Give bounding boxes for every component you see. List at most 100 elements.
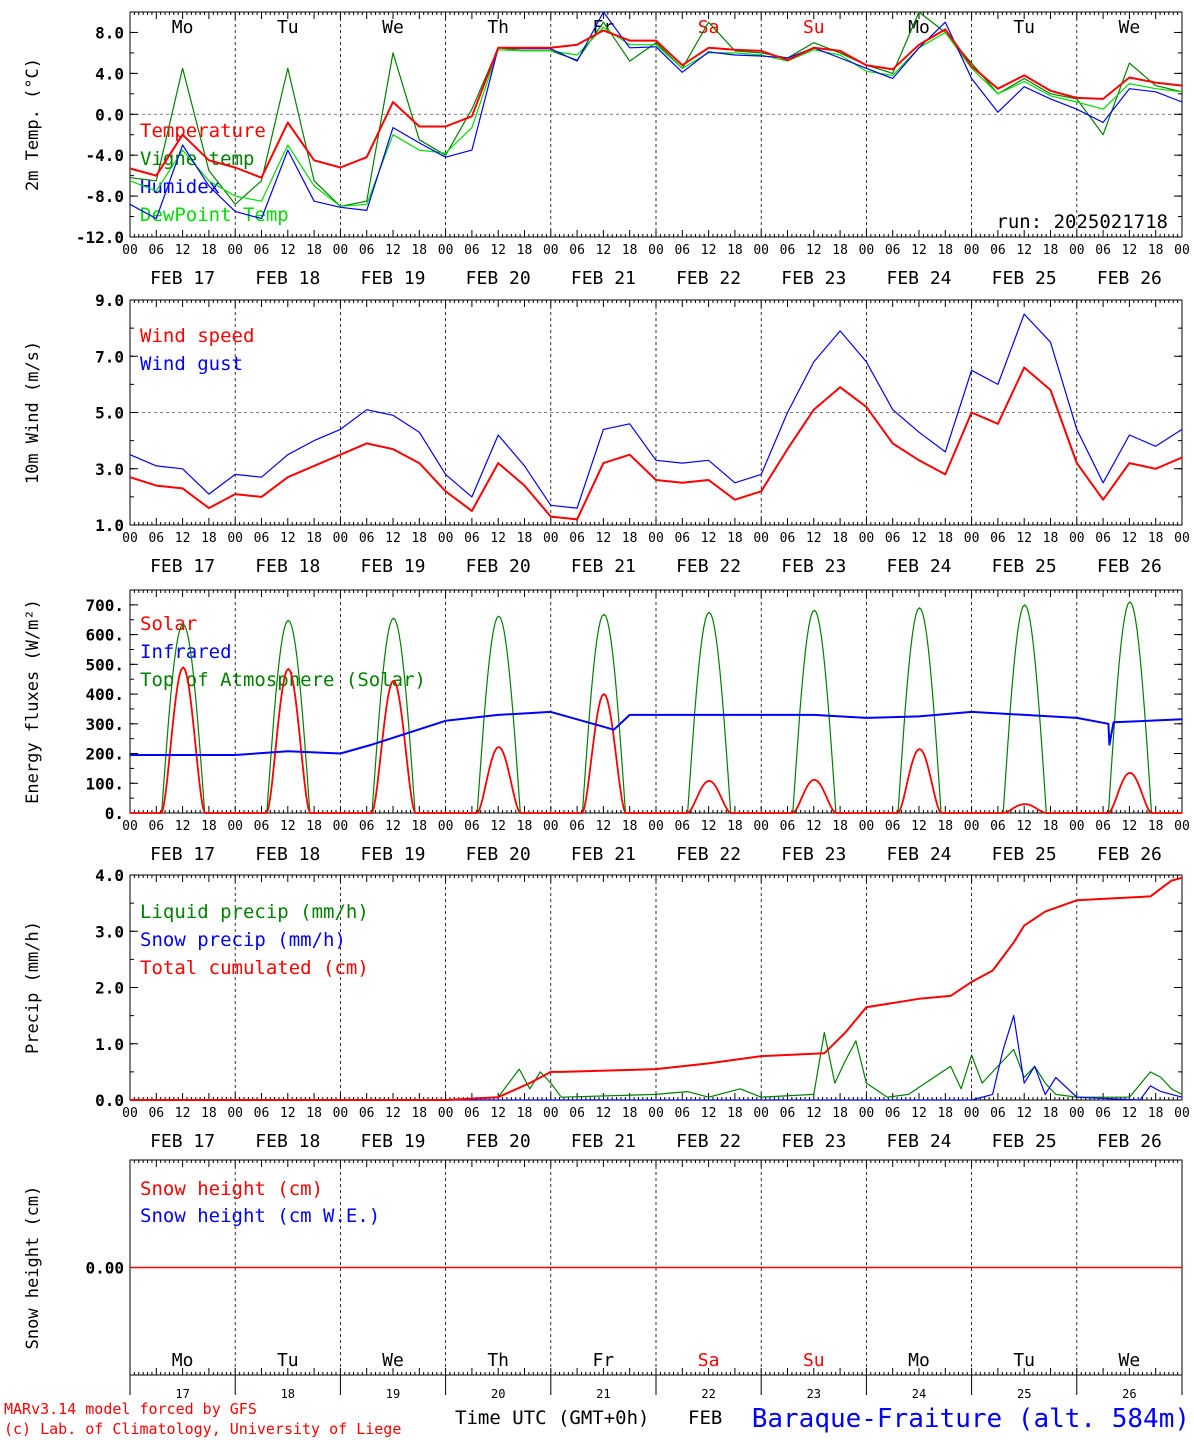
date-label: FEB 19 bbox=[360, 844, 425, 865]
hour-tick-label: 00 bbox=[964, 243, 980, 258]
hour-tick-label: 00 bbox=[543, 1106, 559, 1121]
series-line-wind-speed bbox=[129, 366, 1183, 521]
day-name: Tu bbox=[1013, 17, 1035, 38]
y-tick-label: 0.0 bbox=[95, 1091, 124, 1110]
day-name: Fr bbox=[593, 1350, 615, 1371]
legend-entry: Solar bbox=[140, 613, 197, 635]
series-line-solar bbox=[130, 666, 1182, 814]
hour-tick-label: 12 bbox=[1016, 243, 1032, 258]
legend-entry: Temperature bbox=[140, 120, 266, 142]
hour-tick-label: 12 bbox=[911, 243, 927, 258]
hour-tick-label: 00 bbox=[227, 531, 243, 546]
day-number: 18 bbox=[281, 1387, 295, 1401]
hour-tick-label: 00 bbox=[333, 819, 349, 834]
hour-tick-label: 12 bbox=[175, 243, 191, 258]
series-line-vigne-temp bbox=[129, 11, 1183, 207]
date-label: FEB 24 bbox=[886, 556, 951, 577]
date-label: FEB 26 bbox=[1097, 268, 1162, 289]
series-line-infrared bbox=[130, 710, 1183, 756]
y-tick-label: -8.0 bbox=[85, 187, 124, 206]
hour-tick-label: 06 bbox=[990, 531, 1006, 546]
hour-tick-label: 06 bbox=[674, 531, 690, 546]
hour-tick-label: 06 bbox=[569, 819, 585, 834]
date-label: FEB 23 bbox=[781, 844, 846, 865]
day-name: Su bbox=[803, 1350, 825, 1371]
hour-tick-label: 00 bbox=[1174, 819, 1190, 834]
hour-tick-label: 18 bbox=[517, 819, 533, 834]
hour-tick-label: 12 bbox=[596, 243, 612, 258]
date-label: FEB 24 bbox=[886, 844, 951, 865]
date-label: FEB 18 bbox=[255, 1131, 320, 1152]
date-label: FEB 20 bbox=[466, 1131, 531, 1152]
hour-tick-label: 18 bbox=[306, 1106, 322, 1121]
hour-tick-label: 06 bbox=[359, 531, 375, 546]
y-axis-label: Energy fluxes (W/m²) bbox=[23, 599, 43, 804]
hour-tick-label: 12 bbox=[1016, 531, 1032, 546]
hour-tick-label: 12 bbox=[701, 531, 717, 546]
x-axis-label: Time UTC (GMT+0h) bbox=[455, 1407, 649, 1429]
hour-tick-label: 18 bbox=[727, 819, 743, 834]
hour-tick-label: 00 bbox=[859, 1106, 875, 1121]
plot-frame bbox=[129, 589, 1183, 814]
panel-3: 700. 600. 500. 400. 300. 200. 100. 0. Energy flu… bbox=[23, 589, 1190, 865]
hour-tick-label: 00 bbox=[438, 531, 454, 546]
y-tick-label: 4.0 bbox=[95, 64, 124, 83]
y-tick-label: 1.0 bbox=[95, 1035, 124, 1054]
hour-tick-label: 06 bbox=[464, 243, 480, 258]
day-name: Mo bbox=[908, 17, 930, 38]
date-label: FEB 25 bbox=[992, 268, 1057, 289]
legend-entry: DewPoint Temp bbox=[140, 204, 289, 226]
day-number: 19 bbox=[386, 1387, 400, 1401]
hour-tick-label: 12 bbox=[701, 243, 717, 258]
hour-tick-label: 12 bbox=[280, 531, 296, 546]
hour-tick-label: 06 bbox=[674, 1106, 690, 1121]
legend-entry: Snow height (cm W.E.) bbox=[140, 1205, 380, 1227]
date-label: FEB 20 bbox=[466, 844, 531, 865]
date-label: FEB 26 bbox=[1097, 556, 1162, 577]
hour-tick-label: 12 bbox=[1016, 819, 1032, 834]
date-label: FEB 26 bbox=[1097, 1131, 1162, 1152]
series-line-wind-gust bbox=[129, 313, 1183, 509]
day-name: Th bbox=[487, 1350, 509, 1371]
hour-tick-label: 00 bbox=[333, 531, 349, 546]
date-label: FEB 21 bbox=[571, 844, 636, 865]
hour-tick-label: 18 bbox=[306, 819, 322, 834]
y-tick-label: 2.0 bbox=[95, 979, 124, 998]
y-axis-label: Snow height (cm) bbox=[23, 1186, 43, 1350]
hour-tick-label: 06 bbox=[674, 819, 690, 834]
hour-tick-label: 00 bbox=[543, 819, 559, 834]
date-label: FEB 22 bbox=[676, 556, 741, 577]
hour-tick-label: 06 bbox=[885, 243, 901, 258]
date-label: FEB 22 bbox=[676, 1131, 741, 1152]
hour-tick-label: 06 bbox=[990, 1106, 1006, 1121]
day-name: Su bbox=[803, 17, 825, 38]
day-name: We bbox=[1119, 1350, 1141, 1371]
hour-tick-label: 18 bbox=[937, 243, 953, 258]
hour-tick-label: 18 bbox=[517, 531, 533, 546]
date-label: FEB 20 bbox=[466, 556, 531, 577]
hour-tick-label: 06 bbox=[569, 1106, 585, 1121]
y-tick-label: 3.0 bbox=[95, 922, 124, 941]
hour-tick-label: 18 bbox=[622, 531, 638, 546]
hour-tick-label: 18 bbox=[832, 1106, 848, 1121]
hour-tick-label: 12 bbox=[596, 819, 612, 834]
hour-tick-label: 12 bbox=[701, 819, 717, 834]
hour-tick-label: 18 bbox=[937, 531, 953, 546]
legend-entry: Infrared bbox=[140, 641, 232, 663]
hour-tick-label: 12 bbox=[490, 243, 506, 258]
date-label: FEB 24 bbox=[886, 268, 951, 289]
hour-tick-label: 18 bbox=[411, 243, 427, 258]
y-tick-label: -4.0 bbox=[85, 146, 124, 165]
hour-tick-label: 12 bbox=[911, 531, 927, 546]
y-axis-label: 10m Wind (m/s) bbox=[23, 341, 43, 484]
day-number: 17 bbox=[175, 1387, 189, 1401]
hour-tick-label: 06 bbox=[780, 1106, 796, 1121]
day-name: Th bbox=[487, 17, 509, 38]
hour-tick-label: 00 bbox=[753, 243, 769, 258]
legend-entry: Liquid precip (mm/h) bbox=[140, 901, 369, 923]
hour-tick-label: 12 bbox=[385, 1106, 401, 1121]
month-label: FEB bbox=[688, 1407, 722, 1429]
station-title: Baraque-Fraiture (alt. 584m) bbox=[752, 1404, 1190, 1434]
model-credit: MARv3.14 model forced by GFS bbox=[4, 1400, 257, 1418]
